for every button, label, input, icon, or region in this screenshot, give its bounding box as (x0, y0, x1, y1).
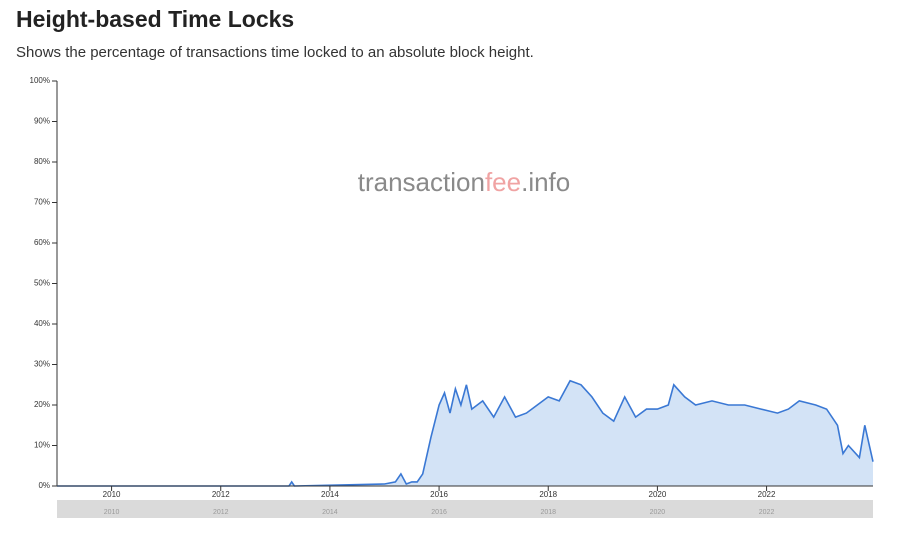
navigator-label: 2014 (322, 509, 338, 516)
x-tick-label: 2020 (649, 490, 667, 499)
y-tick-label: 0% (38, 481, 50, 490)
y-tick-label: 90% (34, 117, 50, 126)
y-tick-label: 20% (34, 400, 50, 409)
chart-title: Height-based Time Locks (16, 6, 294, 32)
y-tick-label: 40% (34, 319, 50, 328)
y-tick-label: 60% (34, 238, 50, 247)
y-tick-label: 70% (34, 198, 50, 207)
navigator-label: 2010 (104, 509, 120, 516)
y-tick-label: 10% (34, 441, 50, 450)
y-tick-label: 100% (30, 76, 50, 85)
x-tick-label: 2022 (758, 490, 776, 499)
navigator-label: 2022 (759, 509, 775, 516)
watermark-part: fee (485, 167, 521, 197)
watermark-part: .info (521, 167, 570, 197)
x-tick-label: 2014 (321, 490, 339, 499)
navigator-label: 2020 (650, 509, 666, 516)
watermark: transactionfee.info (358, 167, 571, 197)
chart-subtitle: Shows the percentage of transactions tim… (16, 44, 534, 61)
x-tick-label: 2016 (430, 490, 448, 499)
y-tick-label: 30% (34, 360, 50, 369)
y-tick-label: 50% (34, 279, 50, 288)
y-tick-label: 80% (34, 157, 50, 166)
watermark-part: transaction (358, 167, 485, 197)
x-tick-label: 2010 (103, 490, 121, 499)
x-tick-label: 2018 (539, 490, 557, 499)
navigator (57, 500, 873, 518)
navigator-label: 2012 (213, 509, 229, 516)
navigator-label: 2016 (431, 509, 447, 516)
area (57, 380, 873, 486)
x-tick-label: 2012 (212, 490, 230, 499)
line (57, 379, 874, 487)
navigator-label: 2018 (540, 509, 556, 516)
